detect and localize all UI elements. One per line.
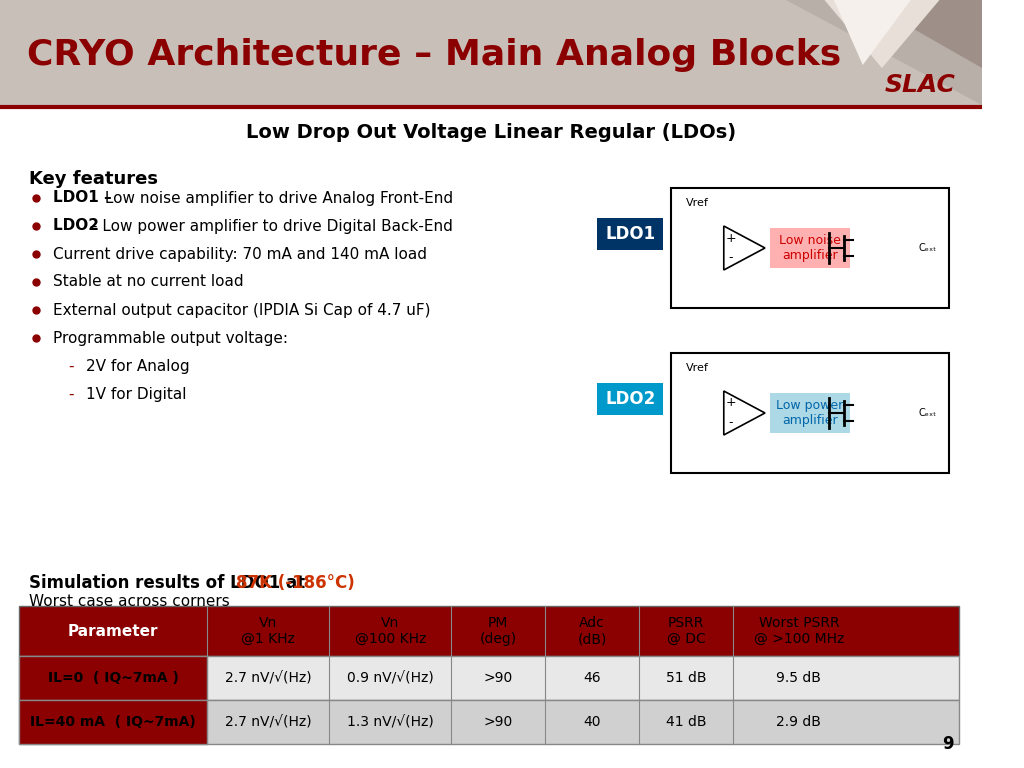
FancyBboxPatch shape (19, 606, 958, 656)
FancyBboxPatch shape (0, 0, 982, 105)
Text: +: + (725, 231, 736, 244)
Text: LDO2: LDO2 (52, 219, 104, 233)
FancyBboxPatch shape (770, 393, 850, 433)
Text: LDO2: LDO2 (605, 390, 655, 408)
Text: IL=0  ( IQ~7mA ): IL=0 ( IQ~7mA ) (48, 671, 178, 685)
Text: Vn
@1 KHz: Vn @1 KHz (242, 616, 295, 646)
FancyBboxPatch shape (770, 228, 850, 268)
Text: Parameter: Parameter (68, 624, 159, 638)
Text: 1V for Digital: 1V for Digital (86, 386, 186, 402)
Polygon shape (786, 0, 982, 105)
Text: 41 dB: 41 dB (666, 715, 707, 729)
Text: Worst PSRR
@ >100 MHz: Worst PSRR @ >100 MHz (754, 616, 844, 646)
FancyBboxPatch shape (19, 656, 958, 700)
Text: 0.9 nV/√(Hz): 0.9 nV/√(Hz) (347, 671, 433, 685)
Text: Low noise
amplifier: Low noise amplifier (779, 234, 841, 262)
Text: 9.5 dB: 9.5 dB (776, 671, 821, 685)
Text: PM
(deg): PM (deg) (479, 616, 517, 646)
Text: Simulation results of LDO1 at: Simulation results of LDO1 at (29, 574, 310, 592)
Polygon shape (824, 0, 939, 68)
Text: LDO1: LDO1 (605, 225, 655, 243)
FancyBboxPatch shape (671, 353, 949, 473)
Text: 46: 46 (584, 671, 601, 685)
Text: Vn
@100 KHz: Vn @100 KHz (354, 616, 426, 646)
Text: 87K (-186°C): 87K (-186°C) (236, 574, 354, 592)
Text: Low power
amplifier: Low power amplifier (776, 399, 844, 427)
Text: 9: 9 (942, 735, 953, 753)
Text: 1.3 nV/√(Hz): 1.3 nV/√(Hz) (347, 715, 433, 729)
Text: Low noise amplifier to drive Analog Front-End: Low noise amplifier to drive Analog Fron… (99, 190, 453, 206)
Text: SLAC: SLAC (885, 73, 955, 97)
Text: 2V for Analog: 2V for Analog (86, 359, 189, 373)
FancyBboxPatch shape (597, 383, 664, 415)
Text: Worst case across corners: Worst case across corners (29, 594, 229, 608)
Polygon shape (724, 391, 765, 435)
Text: – Low power amplifier to drive Digital Back-End: – Low power amplifier to drive Digital B… (85, 219, 454, 233)
FancyBboxPatch shape (19, 656, 207, 700)
Text: 2.7 nV/√(Hz): 2.7 nV/√(Hz) (225, 715, 311, 729)
FancyBboxPatch shape (0, 109, 982, 768)
Text: -: - (68, 359, 74, 373)
Text: LDO1 –: LDO1 – (52, 190, 117, 206)
Text: 2.7 nV/√(Hz): 2.7 nV/√(Hz) (225, 671, 311, 685)
Text: PSRR
@ DC: PSRR @ DC (667, 616, 706, 646)
Text: 2.9 dB: 2.9 dB (776, 715, 821, 729)
Text: 40: 40 (584, 715, 601, 729)
Polygon shape (863, 0, 982, 68)
Text: -: - (728, 251, 733, 264)
Text: >90: >90 (483, 671, 513, 685)
Text: CRYO Architecture – Main Analog Blocks: CRYO Architecture – Main Analog Blocks (27, 38, 841, 72)
FancyBboxPatch shape (671, 188, 949, 308)
Text: 51 dB: 51 dB (666, 671, 707, 685)
FancyBboxPatch shape (19, 700, 207, 744)
Polygon shape (834, 0, 910, 65)
Polygon shape (724, 226, 765, 270)
Text: -: - (728, 416, 733, 429)
Text: Cₑₓₜ: Cₑₓₜ (919, 243, 937, 253)
Text: Vref: Vref (685, 363, 709, 373)
FancyBboxPatch shape (597, 218, 664, 250)
Text: Programmable output voltage:: Programmable output voltage: (52, 330, 288, 346)
Text: +: + (725, 396, 736, 409)
Text: Stable at no current load: Stable at no current load (52, 274, 244, 290)
Text: -: - (68, 386, 74, 402)
Text: Cₑₓₜ: Cₑₓₜ (919, 408, 937, 418)
Text: Key features: Key features (29, 170, 158, 188)
Text: Adc
(dB): Adc (dB) (578, 616, 607, 646)
Text: External output capacitor (IPDIA Si Cap of 4.7 uF): External output capacitor (IPDIA Si Cap … (52, 303, 430, 317)
Text: Low Drop Out Voltage Linear Regular (LDOs): Low Drop Out Voltage Linear Regular (LDO… (246, 124, 736, 143)
Text: Vref: Vref (685, 198, 709, 208)
Text: IL=40 mA  ( IQ~7mA): IL=40 mA ( IQ~7mA) (31, 715, 196, 729)
Text: Current drive capability: 70 mA and 140 mA load: Current drive capability: 70 mA and 140 … (52, 247, 427, 261)
Text: >90: >90 (483, 715, 513, 729)
FancyBboxPatch shape (19, 700, 958, 744)
